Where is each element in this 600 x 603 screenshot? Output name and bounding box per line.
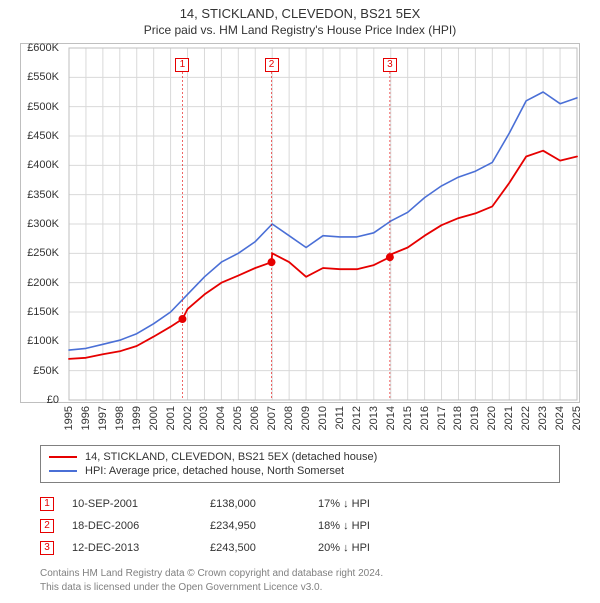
x-axis-tick-label: 2016 [419,406,431,430]
x-axis-tick-label: 2015 [402,406,414,430]
x-axis-tick-label: 2000 [148,406,160,430]
marker-flag: 1 [175,58,189,72]
legend: 14, STICKLAND, CLEVEDON, BS21 5EX (detac… [40,445,560,483]
x-axis-tick-label: 2010 [317,406,329,430]
x-axis-tick-label: 2011 [334,406,346,430]
x-axis-tick-label: 2020 [486,406,498,430]
x-axis-tick-label: 2006 [249,406,261,430]
credits-line: This data is licensed under the Open Gov… [40,581,560,595]
x-axis-tick-label: 2002 [182,406,194,430]
x-axis-tick-label: 2005 [232,406,244,430]
transaction-price: £243,500 [210,542,300,554]
x-axis-tick-label: 2019 [469,406,481,430]
legend-item: 14, STICKLAND, CLEVEDON, BS21 5EX (detac… [49,450,551,464]
y-axis-tick-label: £50K [33,365,59,377]
x-axis-tick-label: 2007 [266,406,278,430]
x-axis-tick-label: 2014 [385,406,397,430]
x-axis-tick-label: 2001 [165,406,177,430]
legend-swatch [49,470,77,472]
figure: 14, STICKLAND, CLEVEDON, BS21 5EX Price … [0,0,600,603]
legend-swatch [49,456,77,458]
x-axis-tick-label: 2021 [503,406,515,430]
y-axis-tick-label: £500K [27,101,59,113]
marker-flag: 3 [383,58,397,72]
x-axis-tick-label: 1997 [97,406,109,430]
x-axis-tick-label: 2013 [368,406,380,430]
transaction-index: 3 [40,541,54,555]
x-axis-tick-label: 2024 [554,406,566,430]
transaction-price: £138,000 [210,498,300,510]
marker-flag: 2 [265,58,279,72]
x-axis-tick-label: 2012 [351,406,363,430]
x-axis-tick-label: 1995 [63,406,75,430]
transaction-date: 10-SEP-2001 [72,498,192,510]
marker-dot [178,315,186,323]
credits: Contains HM Land Registry data © Crown c… [40,567,560,603]
transaction-index: 2 [40,519,54,533]
transaction-row: 1 10-SEP-2001 £138,000 17% ↓ HPI [40,493,560,515]
x-axis-tick-label: 2025 [571,406,583,430]
x-axis-tick-label: 1996 [80,406,92,430]
y-axis-tick-label: £0 [47,394,59,406]
chart-svg [21,44,581,404]
transaction-delta: 17% ↓ HPI [318,498,428,510]
x-axis-tick-label: 2018 [452,406,464,430]
transaction-date: 18-DEC-2006 [72,520,192,532]
x-axis-tick-label: 2023 [537,406,549,430]
legend-label: HPI: Average price, detached house, Nort… [85,465,344,477]
x-axis-tick-label: 2022 [520,406,532,430]
x-axis-tick-label: 2017 [436,406,448,430]
y-axis-tick-label: £150K [27,306,59,318]
x-axis-tick-label: 2004 [215,406,227,430]
transaction-date: 12-DEC-2013 [72,542,192,554]
x-axis-tick-label: 1999 [131,406,143,430]
transaction-delta: 18% ↓ HPI [318,520,428,532]
chart-title: 14, STICKLAND, CLEVEDON, BS21 5EX [0,0,600,21]
y-axis-tick-label: £250K [27,247,59,259]
marker-dot [386,253,394,261]
legend-label: 14, STICKLAND, CLEVEDON, BS21 5EX (detac… [85,451,377,463]
transactions-table: 1 10-SEP-2001 £138,000 17% ↓ HPI 2 18-DEC-200… [40,493,560,559]
transaction-delta: 20% ↓ HPI [318,542,428,554]
transaction-price: £234,950 [210,520,300,532]
x-axis-tick-label: 2003 [198,406,210,430]
y-axis-tick-label: £100K [27,335,59,347]
y-axis-tick-label: £600K [27,42,59,54]
x-axis-tick-label: 2008 [283,406,295,430]
y-axis-tick-label: £450K [27,130,59,142]
transaction-row: 3 12-DEC-2013 £243,500 20% ↓ HPI [40,537,560,559]
chart-subtitle: Price paid vs. HM Land Registry's House … [0,21,600,43]
transaction-index: 1 [40,497,54,511]
credits-line: Contains HM Land Registry data © Crown c… [40,567,560,581]
y-axis-tick-label: £400K [27,159,59,171]
x-axis-tick-label: 1998 [114,406,126,430]
transaction-row: 2 18-DEC-2006 £234,950 18% ↓ HPI [40,515,560,537]
chart-area: £0 £50K £100K £150K £200K £250K £300K £350K £400… [20,43,580,403]
y-axis-tick-label: £350K [27,189,59,201]
y-axis-tick-label: £550K [27,71,59,83]
marker-dot [268,258,276,266]
y-axis-tick-label: £300K [27,218,59,230]
legend-item: HPI: Average price, detached house, Nort… [49,464,551,478]
x-axis-tick-label: 2009 [300,406,312,430]
y-axis-tick-label: £200K [27,277,59,289]
